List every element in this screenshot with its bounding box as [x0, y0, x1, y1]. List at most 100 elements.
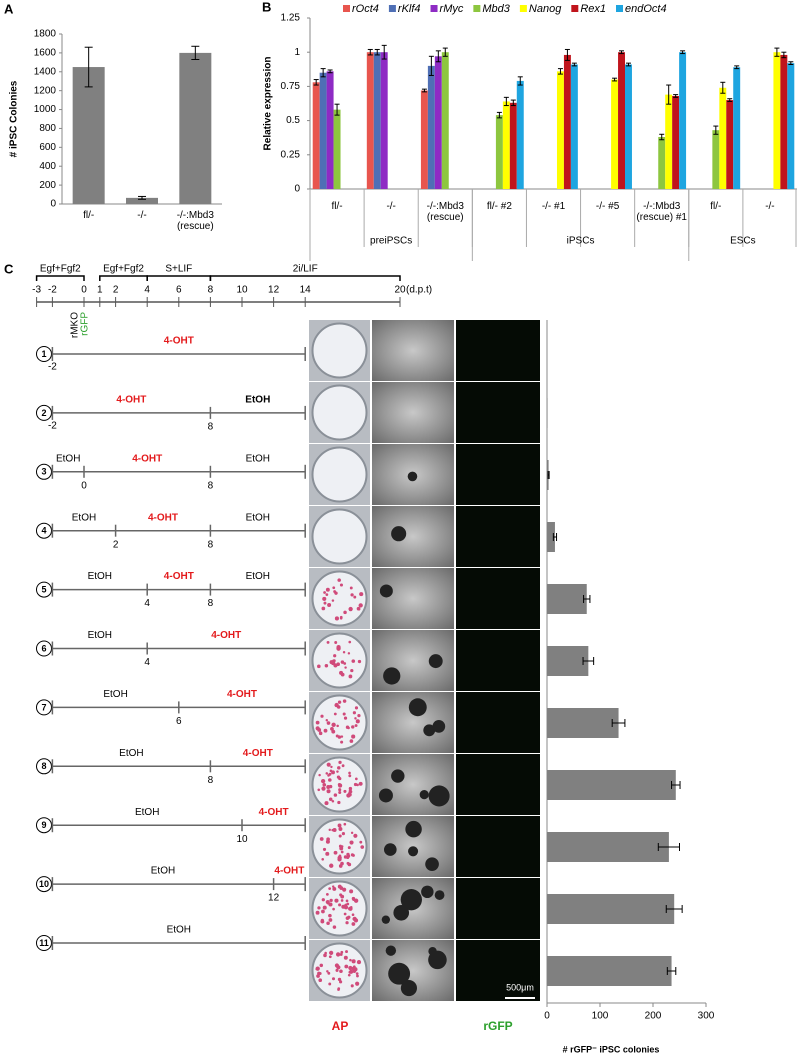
row-number: 4 [41, 526, 46, 536]
bar [556, 71, 564, 189]
ap-colony [350, 984, 354, 988]
bar [373, 52, 381, 190]
ap-colony [341, 764, 345, 768]
legend-label: rOct4 [352, 3, 379, 15]
ap-colony [346, 793, 351, 798]
gfp-image [456, 940, 540, 1001]
x-tick-label: -/- [765, 201, 775, 212]
ap-colony [349, 840, 354, 845]
ap-colony [348, 774, 352, 778]
bar [516, 80, 524, 189]
ap-colony [349, 958, 352, 962]
ap-colony [351, 725, 355, 729]
gfp-image [456, 692, 540, 753]
ap-colony [333, 590, 337, 593]
treatment-label: EtOH [72, 512, 96, 523]
x-tick-label: fl/- [710, 201, 722, 212]
ap-colony [351, 966, 356, 971]
ap-colony [339, 893, 343, 897]
ap-colony [331, 800, 335, 803]
ap-colony [354, 706, 359, 710]
row-switch-label: 4 [144, 598, 150, 609]
ap-colony [327, 971, 331, 975]
ap-colony [351, 913, 355, 917]
ap-colony [329, 950, 334, 955]
treatment-label: EtOH [246, 571, 270, 582]
legend-label: Nanog [529, 3, 562, 15]
ap-colony [331, 770, 335, 775]
bar [611, 79, 619, 189]
bar [726, 100, 734, 189]
x-axis-label: # rGFP⁻ iPSC colonies [563, 1044, 660, 1054]
bar [679, 52, 687, 190]
row-switch-label: 8 [208, 539, 214, 550]
legend-swatch [571, 5, 579, 12]
ap-colony [341, 832, 345, 836]
ap-colony [315, 720, 320, 725]
row-number-circle [36, 758, 52, 775]
ap-colony [320, 778, 326, 784]
bar [665, 94, 673, 189]
y-tick-label: 1200 [34, 85, 57, 96]
ap-colony [356, 974, 359, 978]
y-tick-label: 1 [294, 47, 300, 58]
ap-colony [339, 969, 343, 974]
ap-colony [345, 916, 350, 921]
ap-colony [337, 857, 342, 862]
ap-colony [332, 887, 337, 891]
ap-colony [328, 955, 332, 959]
ap-colony [338, 791, 342, 795]
y-tick-label: 0.75 [281, 81, 301, 92]
ap-colony [337, 988, 340, 991]
ap-colony [325, 719, 329, 722]
timeline-day: -2 [48, 285, 57, 296]
ap-colony [349, 586, 353, 590]
row-number: 2 [41, 408, 46, 418]
ap-colony [343, 855, 348, 859]
x-tick-label: -/-:Mbd3 (rescue) #1 [636, 201, 687, 223]
ap-colony [342, 651, 346, 654]
row-switch-label: 10 [236, 834, 248, 845]
colony-blob [408, 698, 427, 717]
bar [658, 137, 666, 189]
x-tick-label: 100 [592, 1011, 609, 1022]
gfp-image [456, 320, 540, 381]
y-tick-label: 0 [50, 199, 56, 210]
ap-colony [350, 668, 354, 673]
ap-colony [318, 773, 321, 777]
ap-colony [357, 714, 361, 718]
ap-colony [329, 863, 334, 868]
brightfield-image [372, 382, 454, 443]
bar [427, 65, 435, 189]
ap-colony [359, 840, 363, 844]
ap-colony [346, 902, 350, 906]
bar [547, 398, 548, 428]
ap-colony [317, 664, 321, 669]
x-tick-label: fl/- [83, 210, 95, 221]
row-number-circle [36, 522, 52, 539]
colony-blob [432, 720, 446, 733]
ap-colony [334, 702, 339, 708]
row-number: 7 [41, 702, 46, 712]
ap-colony [323, 601, 327, 605]
ap-colony [333, 850, 338, 855]
ap-colony [343, 716, 348, 720]
ap-dish [311, 632, 368, 689]
ap-colony [347, 652, 351, 655]
legend-swatch [519, 5, 527, 12]
row-switch-label: 8 [208, 598, 214, 609]
row-number: 11 [39, 938, 49, 948]
ap-colony [334, 616, 339, 621]
ap-colony [351, 659, 356, 663]
ap-colony [351, 734, 356, 739]
ap-colony [337, 977, 342, 982]
colony-blob [388, 962, 411, 985]
bar [380, 52, 388, 190]
bar [787, 63, 795, 190]
ap-colony [355, 972, 359, 975]
legend-label: rMyc [440, 3, 464, 15]
treatment-label: 4-OHT [259, 807, 289, 818]
ap-colony [319, 963, 324, 968]
timeline-unit: (d.p.t) [406, 285, 432, 296]
treatment-label: EtOH [135, 807, 159, 818]
